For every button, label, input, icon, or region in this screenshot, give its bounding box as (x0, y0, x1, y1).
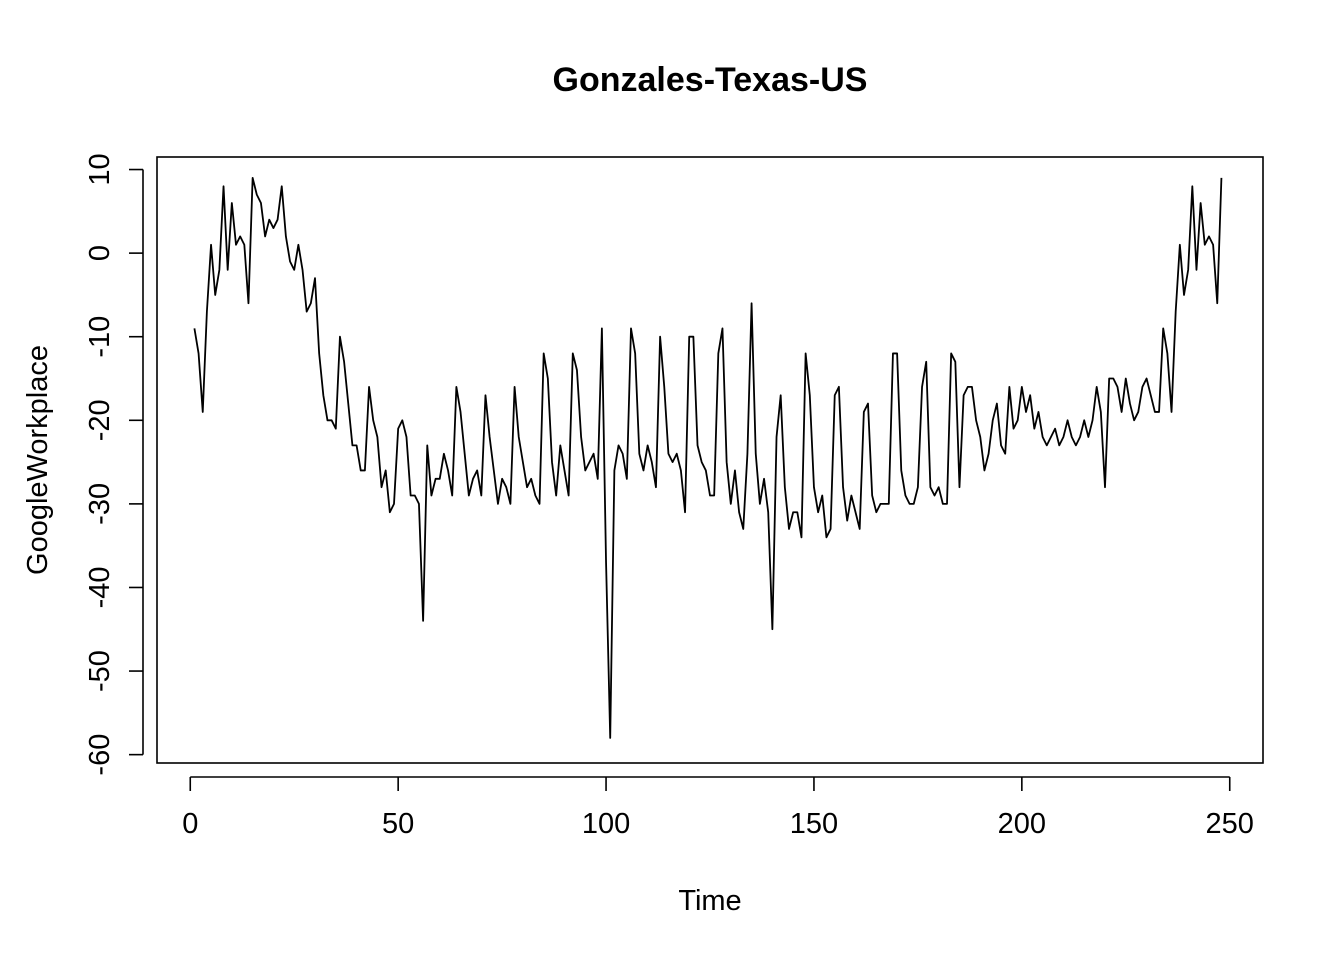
y-tick-label: -50 (84, 650, 116, 692)
series-line (193, 177, 1223, 739)
x-tick-label: 250 (1206, 808, 1254, 840)
y-tick-label: -30 (84, 483, 116, 525)
x-axis-label: Time (678, 885, 741, 917)
y-tick-label: -10 (84, 316, 116, 358)
chart-title: Gonzales-Texas-US (553, 61, 868, 99)
y-tick-label: 0 (84, 245, 116, 261)
y-axis: -60 -50 -40 -30 -20 -10 0 10 (84, 153, 144, 776)
y-axis-label: GoogleWorkplace (22, 345, 54, 575)
x-tick-label: 100 (582, 808, 630, 840)
y-tick-label: 10 (84, 153, 116, 185)
x-tick-label: 200 (998, 808, 1046, 840)
x-tick-label: 0 (182, 808, 198, 840)
x-axis: 0 50 100 150 200 250 (182, 776, 1254, 840)
x-tick-label: 150 (790, 808, 838, 840)
x-tick-label: 50 (382, 808, 414, 840)
plot-frame (156, 156, 1264, 764)
y-tick-label: -20 (84, 399, 116, 441)
y-tick-label: -40 (84, 567, 116, 609)
y-tick-label: -60 (84, 734, 116, 776)
